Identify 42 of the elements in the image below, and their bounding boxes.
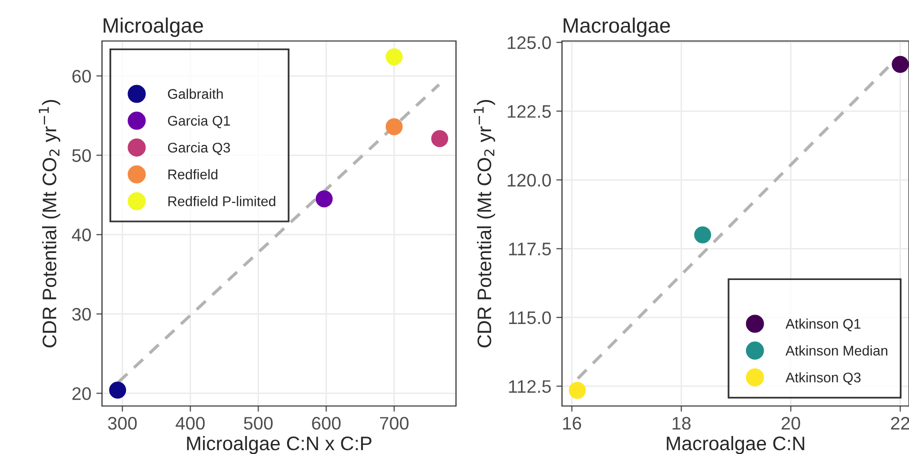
point [568,382,586,399]
legend-label: Garcia Q1 [168,116,230,128]
legend-label: Redfield [168,169,218,180]
y-tick-label: 120.0 [508,174,551,187]
y-axis-title: CDR Potential (Mt CO$_{2}$ yr$^{−1}$) [38,100,60,348]
point [386,48,403,66]
x-tick-label: 300 [108,416,137,430]
y-tick-label: 40 [72,228,91,242]
y-tick-label: 50 [72,149,91,162]
y-tick-label: 125.0 [508,36,551,50]
x-tick-label: 600 [312,416,341,430]
chart-title: Macroalgae [564,18,670,37]
x-tick-label: 20 [782,416,800,430]
x-axis-title: Macroalgae C:N [666,436,804,454]
chart-title: Microalgae [104,18,203,37]
point [316,190,333,208]
legend-label: Garcia Q3 [168,142,230,156]
x-tick-label: 700 [380,416,409,430]
y-tick-label: 60 [72,70,91,83]
y-axis-title: CDR Potential (Mt CO$_{2}$ yr$^{−1}$) [474,100,496,348]
point [892,56,909,73]
y-tick-label: 117.5 [509,242,551,256]
y-tick-label: 112.5 [509,380,551,393]
x-tick-label: 16 [563,416,582,430]
legend-label: Atkinson Q3 [786,372,861,385]
y-tick-label: 20 [72,387,91,400]
x-tick-label: 400 [176,416,205,430]
point [431,130,448,148]
x-tick-label: 22 [891,416,909,430]
y-tick-label: 122.5 [508,105,551,118]
x-axis-title: Microalgae C:N x C:P [187,436,372,454]
y-tick-label: 30 [72,308,91,321]
x-tick-label: 500 [244,416,273,430]
point [109,382,126,399]
x-tick-label: 18 [672,416,691,430]
point [386,118,403,136]
legend-label: Galbraith [168,88,223,99]
legend-label: Atkinson Median [786,345,888,356]
legend-label: Redfield P-limited [168,196,276,206]
legend-label: Atkinson Q1 [786,318,860,332]
point [694,226,712,244]
y-tick-label: 115.0 [509,311,551,324]
